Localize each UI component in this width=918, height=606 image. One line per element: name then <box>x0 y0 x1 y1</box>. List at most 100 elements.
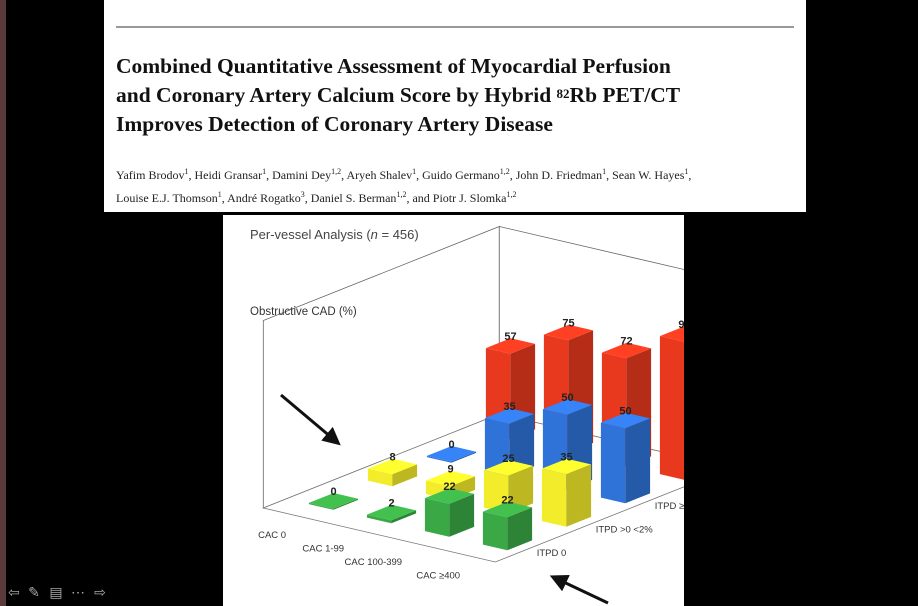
bar-top <box>543 324 594 341</box>
author-affiliation: 1 <box>412 167 417 176</box>
author: Guido Germano1,2 <box>422 167 510 182</box>
title-line-2: and Coronary Artery Calcium Score by Hyb… <box>116 83 557 107</box>
x-tick-label: CAC ≥400 <box>416 571 460 582</box>
data-label: 22 <box>501 495 513 507</box>
y-tick-label: ITPD ≥2 <5% <box>655 501 684 512</box>
bar-front <box>541 468 567 527</box>
arrow-left-icon[interactable]: ⇦ <box>8 584 20 600</box>
z-axis-label: Obstructive CAD (%) <box>250 306 357 318</box>
bar-top <box>483 460 534 476</box>
bar-side <box>566 464 592 527</box>
bar-front <box>366 514 392 524</box>
bar-front <box>483 470 509 514</box>
data-label: 72 <box>620 336 632 348</box>
author-list: Yafim Brodov1, Heidi Gransar1, Damini De… <box>116 167 692 205</box>
bar-chart-3d: Obstructive CAD (%) 57 75 72 92 0 35 50 50 8 9 25 35… <box>250 225 684 605</box>
bar-top <box>308 493 359 509</box>
annotation-arrow <box>549 575 609 605</box>
title-line-3: Improves Detection of Coronary Artery Di… <box>116 112 553 136</box>
menu-icon[interactable]: ▤ <box>49 584 63 600</box>
chart-title: Per-vessel Analysis (n = 456) <box>250 227 419 242</box>
bar-front <box>367 468 393 487</box>
x-tick-label: CAC 0 <box>258 530 286 541</box>
author-affiliation: 1,2 <box>331 167 342 176</box>
title-line-2-end: Rb PET/CT <box>569 83 681 107</box>
author-name: Sean W. Hayes <box>612 168 685 182</box>
arrow-right-icon[interactable]: ⇨ <box>94 584 106 600</box>
bar-front <box>484 418 510 477</box>
author-name: André Rogatko <box>227 191 301 205</box>
author-name: John D. Friedman <box>515 168 603 182</box>
data-label: 22 <box>443 481 455 493</box>
x-tick-label: CAC 1-99 <box>302 544 344 555</box>
bar-top <box>482 501 533 518</box>
data-label: 9 <box>447 464 453 476</box>
data-label: 8 <box>389 452 395 464</box>
author-affiliation: 1,2 <box>499 167 510 176</box>
annotation-arrow <box>280 393 341 446</box>
bar-side <box>391 510 417 524</box>
data-label: 0 <box>330 486 336 498</box>
header-rule <box>116 26 794 28</box>
author-affiliation: 1 <box>684 167 689 176</box>
bar-top <box>426 446 477 462</box>
bar-top <box>484 408 535 424</box>
author-name: Daniel S. Berman <box>310 191 397 205</box>
bar-top <box>542 399 593 415</box>
bar-front <box>482 511 508 551</box>
author-affiliation: 1 <box>262 167 267 176</box>
author: Damini Dey1,2 <box>272 167 342 182</box>
bar-top <box>424 488 475 504</box>
data-label: 35 <box>503 401 515 413</box>
author: André Rogatko3 <box>227 190 305 205</box>
bar-front <box>424 498 450 537</box>
bar-top <box>367 458 418 475</box>
author: John D. Friedman1 <box>515 167 607 182</box>
y-tick-label: ITPD 0 <box>537 548 567 559</box>
author-affiliation: 1,2 <box>506 190 517 199</box>
bar-side <box>449 493 475 537</box>
pencil-icon[interactable]: ✎ <box>28 584 40 600</box>
author-affiliation: 1 <box>184 167 189 176</box>
bar-front <box>426 455 452 463</box>
bar-top <box>366 504 417 521</box>
bar-side <box>508 465 534 514</box>
bar-top <box>600 412 651 429</box>
author: Aryeh Shalev1 <box>346 167 417 182</box>
author-name: Piotr J. Slomka <box>432 191 507 205</box>
author-name: Aryeh Shalev <box>346 168 413 182</box>
title-line-1: Combined Quantitative Assessment of Myoc… <box>116 54 671 78</box>
author-affiliation: 1 <box>602 167 607 176</box>
bar-side <box>392 464 418 487</box>
author-affiliation: 1 <box>217 190 222 199</box>
author: Piotr J. Slomka1,2 <box>432 190 517 205</box>
author: Yafim Brodov1 <box>116 167 189 182</box>
bar-side <box>507 507 533 551</box>
data-label: 50 <box>561 392 573 404</box>
more-icon[interactable]: ⋯ <box>71 584 85 600</box>
author-name: Damini Dey <box>272 168 332 182</box>
bar-front <box>308 502 334 510</box>
author: Daniel S. Berman1,2 <box>310 190 407 205</box>
figure: Obstructive CAD (%) 57 75 72 92 0 35 50 50 8 9 25 35… <box>223 215 684 606</box>
bar-top <box>541 458 592 475</box>
bar-side <box>625 418 651 504</box>
data-label: 25 <box>502 453 514 465</box>
bar-front <box>600 422 626 504</box>
bar-side <box>333 498 359 510</box>
author-name: Louise E.J. Thomson <box>116 191 218 205</box>
data-label: 2 <box>388 498 394 510</box>
author-affiliation: 3 <box>300 190 305 199</box>
data-label: 75 <box>562 318 574 330</box>
isotope-mass: 82 <box>556 86 570 101</box>
bar-side <box>509 413 535 477</box>
bar-front <box>659 336 684 480</box>
author-name: Guido Germano <box>422 168 500 182</box>
bar-side <box>451 451 477 463</box>
window-edge <box>0 0 6 606</box>
paper-header: Combined Quantitative Assessment of Myoc… <box>104 0 806 212</box>
data-label: 92 <box>678 319 684 331</box>
author-affiliation: 1,2 <box>396 190 407 199</box>
data-label: 57 <box>504 331 516 343</box>
data-label: 50 <box>619 406 631 418</box>
